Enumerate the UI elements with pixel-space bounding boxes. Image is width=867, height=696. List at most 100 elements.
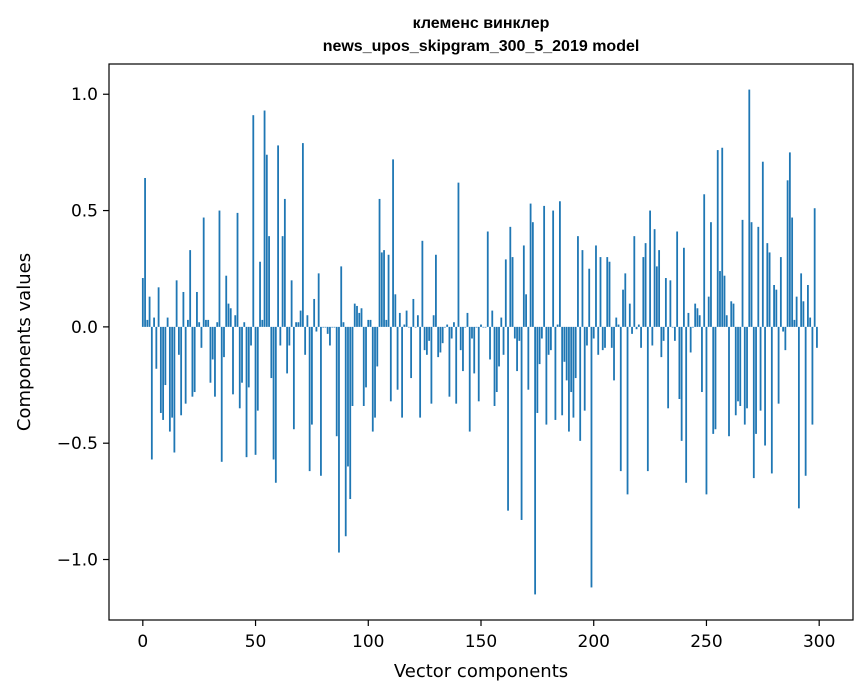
bar-172 <box>529 203 532 327</box>
bar-18 <box>182 291 185 327</box>
bar-44 <box>241 326 243 383</box>
bar-127 <box>428 326 431 341</box>
bar-126 <box>425 326 428 355</box>
bar-230 <box>660 326 663 358</box>
bar-128 <box>430 326 433 404</box>
bar-12 <box>168 326 171 432</box>
bar-268 <box>746 326 748 409</box>
bar-150 <box>480 324 482 327</box>
bar-171 <box>527 326 530 390</box>
bar-15 <box>175 280 178 327</box>
bar-53 <box>261 319 264 327</box>
bar-20 <box>187 319 189 327</box>
bar-108 <box>385 319 388 327</box>
bar-245 <box>694 303 697 327</box>
bar-100 <box>367 319 370 327</box>
bar-259 <box>725 315 728 327</box>
bar-229 <box>658 250 661 327</box>
bar-247 <box>698 315 701 327</box>
bar-24 <box>196 291 198 327</box>
bar-155 <box>491 310 494 327</box>
bar-125 <box>423 326 426 351</box>
bar-3 <box>148 296 151 327</box>
bar-99 <box>365 326 367 388</box>
bar-4 <box>150 326 153 460</box>
bar-136 <box>448 326 451 397</box>
bar-298 <box>813 208 816 327</box>
bar-162 <box>507 326 509 511</box>
bar-33 <box>216 322 219 327</box>
bar-266 <box>741 219 744 327</box>
bar-11 <box>166 317 169 327</box>
bar-58 <box>272 326 275 460</box>
bar-146 <box>471 326 473 339</box>
bar-168 <box>520 326 523 520</box>
bar-198 <box>588 268 591 327</box>
bar-36 <box>223 326 225 358</box>
bar-90 <box>344 326 347 537</box>
bar-273 <box>757 226 760 327</box>
bar-96 <box>358 312 361 327</box>
bar-277 <box>766 243 769 327</box>
bar-173 <box>531 222 534 327</box>
bar-192 <box>574 326 577 379</box>
bar-182 <box>552 210 555 327</box>
bar-199 <box>590 326 593 588</box>
bar-97 <box>360 308 363 327</box>
bar-289 <box>793 319 796 327</box>
chart-title-line2: news_upos_skipgram_300_5_2019 model <box>323 38 640 55</box>
bar-158 <box>498 326 500 367</box>
bar-38 <box>227 303 230 327</box>
bar-195 <box>581 250 584 327</box>
bar-257 <box>721 147 724 327</box>
bar-49 <box>252 115 255 327</box>
bar-133 <box>441 326 444 344</box>
bar-183 <box>554 326 557 420</box>
bar-181 <box>549 326 552 351</box>
bar-296 <box>809 317 812 327</box>
bar-94 <box>353 303 356 327</box>
bar-138 <box>453 322 455 327</box>
bar-93 <box>351 326 354 406</box>
bar-137 <box>450 326 453 339</box>
bar-117 <box>405 310 408 327</box>
bar-118 <box>407 326 410 328</box>
bar-7 <box>157 287 160 327</box>
bar-206 <box>606 257 609 327</box>
bar-80 <box>322 326 325 328</box>
chart-title-line1: клеменс винклер <box>413 15 550 32</box>
bar-234 <box>669 280 672 327</box>
bar-174 <box>534 326 537 595</box>
bar-54 <box>263 110 266 327</box>
bar-95 <box>356 305 358 327</box>
bar-188 <box>565 326 568 381</box>
bar-177 <box>540 326 543 339</box>
bar-239 <box>680 326 683 441</box>
bar-166 <box>516 326 518 372</box>
bar-157 <box>495 326 498 393</box>
bar-73 <box>306 315 309 327</box>
bar-149 <box>477 326 480 402</box>
bar-267 <box>743 326 746 425</box>
bar-254 <box>714 326 717 430</box>
bar-25 <box>198 322 201 327</box>
bar-45 <box>243 322 246 327</box>
bar-232 <box>664 278 667 327</box>
bar-119 <box>410 326 413 379</box>
bar-221 <box>640 326 642 348</box>
x-axis-label: Vector components <box>394 661 568 682</box>
bar-87 <box>338 326 340 553</box>
bar-83 <box>329 326 331 346</box>
bar-241 <box>685 326 688 483</box>
y-tick-label: −0.5 <box>57 434 98 454</box>
bar-288 <box>791 217 794 327</box>
bar-131 <box>437 326 440 358</box>
bar-287 <box>788 152 791 327</box>
bar-92 <box>349 326 352 500</box>
bar-40 <box>232 326 234 395</box>
bar-14 <box>173 326 176 453</box>
bar-278 <box>768 252 771 327</box>
bar-59 <box>274 326 277 483</box>
bar-26 <box>200 326 203 348</box>
bar-152 <box>484 326 487 328</box>
